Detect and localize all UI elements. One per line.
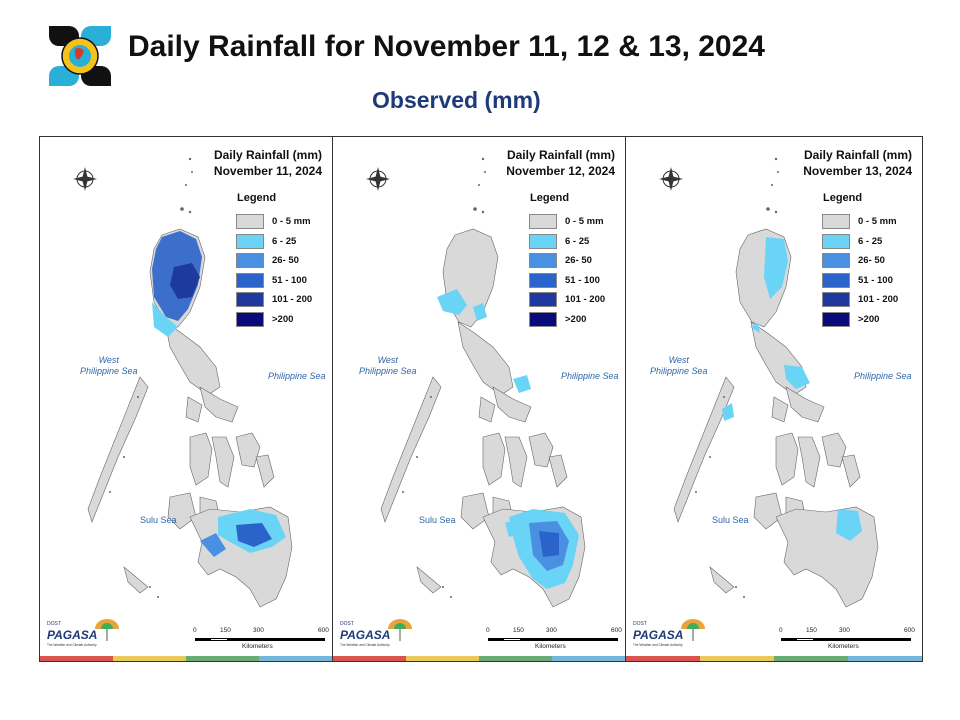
rainfall-map-nov-13: Daily Rainfall (mm) November 13, 2024 Le… bbox=[626, 137, 922, 661]
rainfall-map-nov-12: Daily Rainfall (mm) November 12, 2024 Le… bbox=[333, 137, 626, 661]
compass-icon bbox=[659, 167, 683, 191]
legend-label: >200 bbox=[858, 313, 880, 325]
legend: Legend 0 - 5 mm 6 - 25 26- 50 51 - 100 1… bbox=[236, 192, 313, 330]
philippines-map bbox=[380, 157, 586, 608]
legend-label: 26- 50 bbox=[272, 255, 299, 267]
legend-label: >200 bbox=[272, 313, 294, 325]
pagasa-brand-logo: DOST PAGASA The Weather and Climate Auth… bbox=[633, 619, 705, 647]
legend-item: 51 - 100 bbox=[236, 271, 312, 291]
legend-label: 0 - 5 mm bbox=[565, 216, 604, 228]
color-band bbox=[333, 656, 625, 661]
pagasa-brand-logo: DOST PAGASA The Weather and Climate Auth… bbox=[47, 619, 119, 647]
svg-text:PAGASA: PAGASA bbox=[633, 628, 683, 642]
legend: Legend 0 - 5 mm 6 - 25 26- 50 51 - 100 1… bbox=[822, 192, 899, 330]
legend-title: Legend bbox=[530, 192, 570, 204]
map-panels: Daily Rainfall (mm) November 11, 2024 Le… bbox=[39, 136, 923, 662]
panel-date: November 12, 2024 bbox=[506, 164, 615, 178]
philippine-sea-label: Philippine Sea bbox=[854, 371, 912, 381]
panel-title: Daily Rainfall (mm) November 11, 2024 bbox=[214, 147, 322, 179]
legend-item: 101 - 200 bbox=[529, 290, 606, 310]
pagasa-brand-logo: DOST PAGASA The Weather and Climate Auth… bbox=[340, 619, 412, 647]
legend-label: 0 - 5 mm bbox=[858, 216, 897, 228]
legend-title: Legend bbox=[823, 192, 863, 204]
philippine-sea-label: Philippine Sea bbox=[561, 371, 619, 381]
svg-text:PAGASA: PAGASA bbox=[47, 628, 97, 642]
legend-label: >200 bbox=[565, 313, 587, 325]
legend-item: >200 bbox=[236, 310, 312, 330]
compass-icon bbox=[73, 167, 97, 191]
panel-date: November 13, 2024 bbox=[803, 164, 912, 178]
legend-item: >200 bbox=[822, 310, 898, 330]
legend-item: 0 - 5 mm bbox=[822, 212, 898, 232]
legend-item: 6 - 25 bbox=[236, 232, 312, 252]
philippines-map bbox=[87, 157, 293, 608]
legend-label: 51 - 100 bbox=[272, 274, 307, 286]
scale-bar: 0 150 300 600 Kilometers bbox=[486, 627, 622, 650]
legend-item: 6 - 25 bbox=[529, 232, 605, 252]
legend-item: 101 - 200 bbox=[822, 290, 899, 310]
philippines-map bbox=[673, 157, 879, 608]
panel-title-line1: Daily Rainfall (mm) bbox=[803, 148, 912, 162]
legend-item: 101 - 200 bbox=[236, 290, 313, 310]
legend-label: 51 - 100 bbox=[858, 274, 893, 286]
scale-bar: 0 150 300 600 Kilometers bbox=[779, 627, 915, 650]
sulu-sea-label: Sulu Sea bbox=[712, 515, 749, 525]
panel-title-line1: Daily Rainfall (mm) bbox=[213, 148, 322, 162]
svg-text:The Weather and Climate Author: The Weather and Climate Authority bbox=[633, 643, 683, 647]
compass-icon bbox=[366, 167, 390, 191]
page-title: Daily Rainfall for November 11, 12 & 13,… bbox=[128, 30, 765, 63]
sulu-sea-label: Sulu Sea bbox=[419, 515, 456, 525]
legend-title: Legend bbox=[237, 192, 277, 204]
rainfall-map-nov-11: Daily Rainfall (mm) November 11, 2024 Le… bbox=[40, 137, 333, 661]
svg-text:PAGASA: PAGASA bbox=[340, 628, 390, 642]
west-philippine-sea-label: West Philippine Sea bbox=[359, 355, 417, 376]
svg-text:DOST: DOST bbox=[47, 621, 61, 627]
svg-text:DOST: DOST bbox=[340, 621, 354, 627]
svg-text:DOST: DOST bbox=[633, 621, 647, 627]
legend-label: 6 - 25 bbox=[565, 235, 590, 247]
legend-label: 0 - 5 mm bbox=[272, 216, 311, 228]
philippine-sea-label: Philippine Sea bbox=[268, 371, 326, 381]
legend-item: 51 - 100 bbox=[529, 271, 605, 291]
legend-label: 51 - 100 bbox=[565, 274, 600, 286]
page-subtitle: Observed (mm) bbox=[372, 87, 541, 113]
legend-label: 6 - 25 bbox=[272, 235, 297, 247]
color-band bbox=[40, 656, 332, 661]
legend-item: 0 - 5 mm bbox=[236, 212, 312, 232]
panel-title: Daily Rainfall (mm) November 12, 2024 bbox=[506, 147, 615, 179]
legend-label: 26- 50 bbox=[565, 255, 592, 267]
legend-item: 26- 50 bbox=[529, 251, 605, 271]
panel-date: November 11, 2024 bbox=[213, 164, 322, 178]
legend: Legend 0 - 5 mm 6 - 25 26- 50 51 - 100 1… bbox=[529, 192, 606, 330]
legend-item: 26- 50 bbox=[822, 251, 898, 271]
legend-item: 26- 50 bbox=[236, 251, 312, 271]
panel-title: Daily Rainfall (mm) November 13, 2024 bbox=[803, 147, 912, 179]
sulu-sea-label: Sulu Sea bbox=[140, 515, 177, 525]
legend-label: 6 - 25 bbox=[858, 235, 883, 247]
west-philippine-sea-label: West Philippine Sea bbox=[650, 355, 708, 376]
legend-item: >200 bbox=[529, 310, 605, 330]
svg-text:The Weather and Climate Author: The Weather and Climate Authority bbox=[47, 643, 97, 647]
legend-label: 101 - 200 bbox=[565, 294, 606, 306]
legend-item: 0 - 5 mm bbox=[529, 212, 605, 232]
legend-label: 101 - 200 bbox=[272, 294, 313, 306]
legend-item: 6 - 25 bbox=[822, 232, 898, 252]
west-philippine-sea-label: West Philippine Sea bbox=[80, 355, 138, 376]
legend-item: 51 - 100 bbox=[822, 271, 898, 291]
color-band bbox=[626, 656, 922, 661]
legend-label: 101 - 200 bbox=[858, 294, 899, 306]
scale-bar: 0 150 300 600 Kilometers bbox=[193, 627, 329, 650]
legend-label: 26- 50 bbox=[858, 255, 885, 267]
panel-title-line1: Daily Rainfall (mm) bbox=[506, 148, 615, 162]
pagasa-logo bbox=[47, 24, 113, 88]
svg-text:The Weather and Climate Author: The Weather and Climate Authority bbox=[340, 643, 390, 647]
